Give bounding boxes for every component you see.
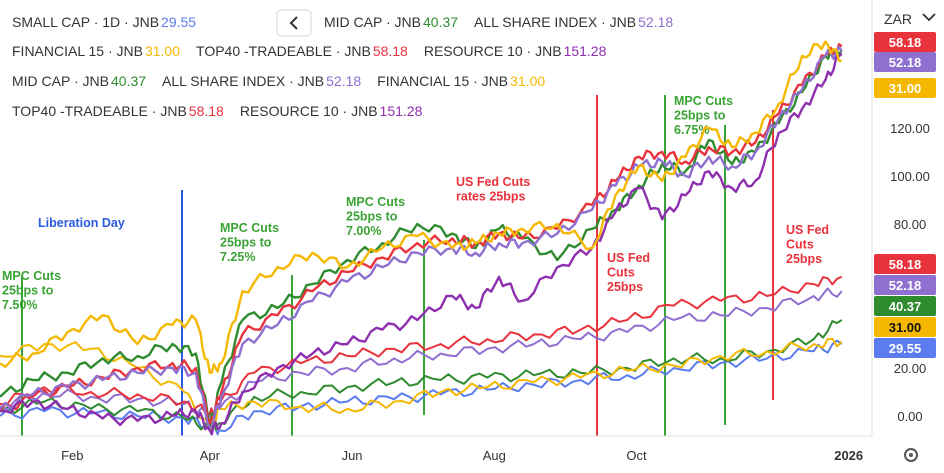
price-badge-text: 58.18 <box>889 257 922 272</box>
price-badge <box>874 296 936 316</box>
event-label: Liberation Day <box>38 216 125 230</box>
currency-label: ZAR <box>884 11 912 27</box>
legend: SMALL CAP · 1D · JNB 29.55 MID CAP · JNB … <box>12 14 673 119</box>
price-badge-text: 52.18 <box>889 278 922 293</box>
event-label: US Fed Cuts rates 25bps <box>456 175 530 204</box>
x-tick-label: Aug <box>483 448 506 463</box>
y-tick-label: 120.00 <box>890 121 930 136</box>
price-badge-text: 40.37 <box>889 299 922 314</box>
chevron-left-icon <box>289 16 298 30</box>
price-badges: 58.18 52.18 31.00 58.18 52.18 40.37 31.00 29.55 <box>874 32 936 358</box>
price-badge-text: 29.55 <box>889 341 922 356</box>
currency-selector[interactable]: ZAR <box>874 6 940 30</box>
legend-value: 31.00 <box>145 43 180 59</box>
price-badge <box>874 254 936 274</box>
x-tick-label: Jun <box>342 448 363 463</box>
price-axis[interactable]: 0.00 20.00 80.00 100.00 120.00 <box>871 0 930 436</box>
legend-item[interactable]: SMALL CAP · 1D · JNB 29.55 <box>12 14 196 30</box>
settings-icon <box>904 448 918 462</box>
legend-value: 40.37 <box>423 14 458 30</box>
collapse-legend-button[interactable] <box>276 9 312 37</box>
chevron-down-icon <box>922 13 936 22</box>
event-label: MPC Cuts 25bps to 6.75% <box>674 94 733 137</box>
price-badge <box>874 52 936 72</box>
legend-label: TOP40 -TRADEABLE · JNB <box>12 103 187 119</box>
series-line <box>0 287 843 419</box>
series-line <box>0 43 843 425</box>
legend-label: SMALL CAP · 1D · JNB <box>12 14 159 30</box>
x-tick-label: Oct <box>626 448 647 463</box>
legend-item[interactable]: MID CAP · JNB 40.37 <box>12 73 146 89</box>
legend-item[interactable]: MID CAP · JNB 40.37 <box>324 14 458 30</box>
event-label: MPC Cuts 25bps to 7.25% <box>220 221 279 264</box>
legend-label: MID CAP · JNB <box>324 14 421 30</box>
series-line <box>0 45 843 430</box>
legend-label: RESOURCE 10 · JNB <box>424 43 562 59</box>
y-tick-label: 0.00 <box>897 409 922 424</box>
legend-value: 151.28 <box>380 103 423 119</box>
legend-item[interactable]: TOP40 -TRADEABLE · JNB 58.18 <box>196 43 408 59</box>
price-badge-text: 31.00 <box>889 81 922 96</box>
price-badge <box>874 338 936 358</box>
price-badge <box>874 275 936 295</box>
series-line <box>0 52 843 436</box>
price-badge <box>874 32 936 52</box>
legend-label: ALL SHARE INDEX · JNB <box>474 14 636 30</box>
price-badge <box>874 317 936 337</box>
legend-item[interactable]: FINANCIAL 15 · JNB 31.00 <box>12 43 180 59</box>
time-axis[interactable]: Feb Apr Jun Aug Oct 2026 <box>0 435 872 463</box>
legend-value: 52.18 <box>638 14 673 30</box>
y-tick-label: 20.00 <box>894 361 927 376</box>
price-badge-text: 52.18 <box>889 55 922 70</box>
legend-value: 31.00 <box>510 73 545 89</box>
legend-item[interactable]: ALL SHARE INDEX · JNB 52.18 <box>474 14 673 30</box>
legend-label: TOP40 -TRADEABLE · JNB <box>196 43 371 59</box>
event-label: MPC Cuts 25bps to 7.00% <box>346 195 405 238</box>
event-label: US Fed Cuts 25bps <box>607 251 650 294</box>
event-label: MPC Cuts 25bps to 7.50% <box>2 269 61 312</box>
price-badge <box>874 78 936 98</box>
legend-value: 29.55 <box>161 14 196 30</box>
x-tick-label: Feb <box>61 448 83 463</box>
legend-value: 40.37 <box>111 73 146 89</box>
x-tick-label: Apr <box>200 448 221 463</box>
legend-value: 151.28 <box>564 43 607 59</box>
event-label: US Fed Cuts 25bps <box>786 223 829 266</box>
price-badge-text: 31.00 <box>889 320 922 335</box>
legend-label: FINANCIAL 15 · JNB <box>377 73 508 89</box>
series-lines <box>0 40 843 436</box>
legend-item[interactable]: FINANCIAL 15 · JNB 31.00 <box>377 73 545 89</box>
legend-value: 58.18 <box>189 103 224 119</box>
legend-label: FINANCIAL 15 · JNB <box>12 43 143 59</box>
series-line <box>0 275 843 416</box>
series-line <box>0 337 843 432</box>
series-line <box>0 339 843 436</box>
y-tick-label: 100.00 <box>890 169 930 184</box>
legend-item[interactable]: TOP40 -TRADEABLE · JNB 58.18 <box>12 103 224 119</box>
legend-item[interactable]: RESOURCE 10 · JNB 151.28 <box>424 43 607 59</box>
legend-item[interactable]: ALL SHARE INDEX · JNB 52.18 <box>162 73 361 89</box>
legend-label: MID CAP · JNB <box>12 73 109 89</box>
x-tick-label: 2026 <box>834 448 863 463</box>
series-line <box>0 48 843 427</box>
y-tick-label: 80.00 <box>894 217 927 232</box>
legend-item[interactable]: RESOURCE 10 · JNB 151.28 <box>240 103 423 119</box>
settings-button[interactable] <box>904 448 918 462</box>
series-line <box>0 319 843 432</box>
price-badge-text: 58.18 <box>889 35 922 50</box>
legend-label: ALL SHARE INDEX · JNB <box>162 73 324 89</box>
legend-value: 52.18 <box>326 73 361 89</box>
series-line <box>0 40 842 374</box>
legend-value: 58.18 <box>373 43 408 59</box>
legend-label: RESOURCE 10 · JNB <box>240 103 378 119</box>
